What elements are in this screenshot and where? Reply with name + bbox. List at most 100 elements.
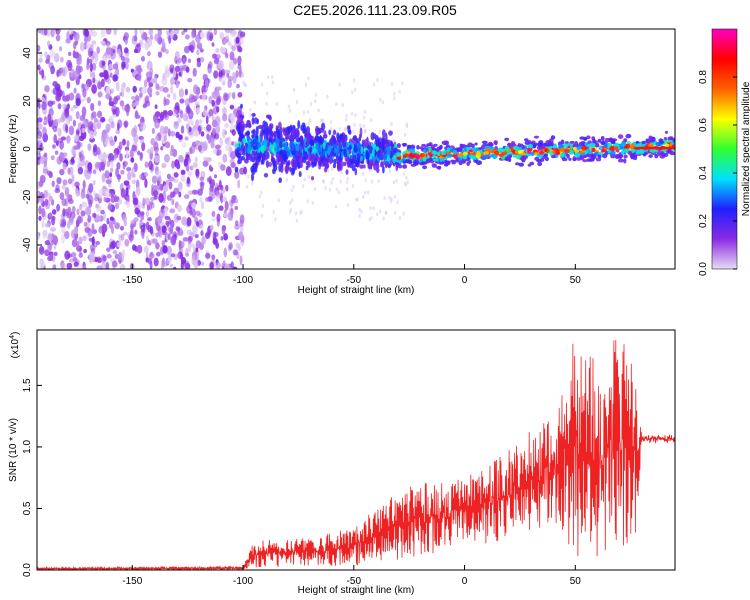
spectrogram-cell — [54, 150, 59, 155]
spectrogram-cell — [292, 87, 296, 92]
spectrogram-cell — [594, 143, 600, 148]
spectrogram-cell — [396, 200, 399, 205]
spectrogram-cell — [52, 80, 58, 87]
spectrogram-cell — [213, 231, 219, 238]
spectrogram-cell — [237, 64, 242, 70]
spectrogram-cell — [333, 137, 337, 145]
spectrogram-cell — [52, 29, 56, 36]
spectrogram-cell — [113, 29, 118, 36]
spectrogram-cell — [323, 129, 327, 136]
spectrogram-cell — [285, 177, 289, 182]
spectrogram-cell — [239, 255, 243, 266]
spectrogram-cell — [173, 213, 179, 223]
spectrogram-cell — [258, 153, 262, 163]
spectrogram-x-tick-label: 50 — [570, 275, 582, 286]
spectrogram-x-tick-label: 0 — [462, 275, 468, 286]
spectrogram-cell — [232, 92, 236, 100]
spectrogram-cell — [178, 88, 185, 98]
spectrogram-cell — [108, 152, 114, 163]
spectrogram-cell — [91, 84, 97, 94]
spectrogram-cell — [71, 205, 76, 213]
spectrogram-cell — [67, 167, 71, 175]
spectrogram-cell — [168, 176, 175, 182]
spectrogram-cell — [42, 126, 47, 137]
spectrogram-cell — [119, 100, 125, 107]
spectrogram-cell — [37, 29, 43, 34]
spectrogram-cell — [174, 102, 180, 111]
spectrogram-cell — [390, 158, 394, 166]
spectrogram-cell — [75, 111, 80, 120]
spectrogram-cell — [78, 151, 82, 158]
spectrogram-cell — [161, 162, 167, 169]
spectrogram-cell — [229, 104, 235, 110]
spectrogram-cell — [458, 153, 464, 157]
spectrogram-cell — [125, 149, 129, 159]
spectrogram-cell — [74, 187, 79, 197]
spectrogram-cell — [180, 174, 186, 183]
chart-title: C2E5.2026.111.23.09.R05 — [293, 2, 457, 18]
spectrogram-cell — [196, 106, 201, 114]
spectrogram-cell — [302, 110, 306, 115]
spectrogram-cell — [113, 96, 118, 105]
spectrogram-cell — [50, 100, 56, 105]
spectrogram-cell — [668, 148, 672, 154]
spectrogram-cell — [508, 144, 514, 149]
spectrogram-cell — [132, 197, 139, 206]
spectrogram-cell — [184, 88, 188, 96]
spectrogram-cell — [320, 122, 326, 131]
spectrogram-cell — [240, 103, 243, 109]
spectrogram-cell — [489, 154, 495, 158]
spectrogram-cell — [90, 102, 95, 112]
spectrogram-cell — [252, 145, 257, 151]
spectrogram-cell — [299, 210, 302, 215]
spectrogram-cell — [524, 140, 530, 145]
spectrogram-cell — [181, 30, 185, 36]
spectrogram-cell — [186, 216, 192, 227]
spectrogram-cell — [208, 96, 213, 104]
spectrogram-cell — [77, 166, 84, 175]
snr-x-tick-label: -100 — [233, 576, 253, 587]
spectrogram-cell — [568, 157, 572, 161]
spectrogram-cell — [129, 229, 134, 239]
spectrogram-cell — [377, 179, 380, 184]
spectrogram-cell — [236, 45, 242, 52]
spectrogram-cell — [78, 205, 83, 211]
spectrogram-cell — [404, 153, 409, 157]
spectrogram-cell — [139, 151, 143, 162]
snr-x-tick-label: -150 — [122, 576, 142, 587]
spectrogram-cell — [295, 144, 300, 151]
colorbar-tick-label: 0.6 — [698, 118, 709, 132]
spectrogram-cell — [126, 166, 132, 172]
spectrogram-cell — [276, 145, 280, 153]
spectrogram-cell — [260, 190, 263, 195]
spectrogram-y-tick-label: -40 — [22, 237, 33, 252]
spectrogram-cell — [196, 86, 201, 95]
spectrogram-cell — [359, 127, 363, 136]
spectrogram-cell — [100, 209, 105, 215]
spectrogram-cell — [544, 156, 549, 162]
spectrogram-cell — [353, 145, 358, 154]
spectrogram-cell — [181, 216, 188, 226]
spectrogram-cell — [295, 129, 300, 138]
spectrogram-cell — [137, 64, 142, 72]
spectrogram-cell — [220, 193, 224, 204]
spectrogram-cell — [106, 253, 112, 259]
spectrogram-cell — [245, 184, 249, 189]
spectrogram-cell — [144, 197, 151, 206]
spectrogram-cell — [100, 29, 106, 38]
spectrogram-cell — [81, 106, 87, 117]
spectrogram-cell — [108, 189, 113, 197]
snr-y-tick-label: 0.0 — [22, 563, 33, 577]
spectrogram-cell — [162, 41, 166, 51]
spectrogram-cell — [369, 206, 372, 210]
spectrogram-cell — [90, 43, 94, 53]
spectrogram-cell — [96, 265, 103, 269]
spectrogram-cell — [465, 146, 471, 151]
spectrogram-cell — [116, 81, 120, 92]
spectrogram-cell — [253, 117, 258, 124]
spectrogram-cell — [268, 137, 272, 143]
spectrogram-cell — [327, 145, 332, 153]
spectrogram-cell — [667, 139, 673, 143]
spectrogram-cell — [206, 124, 212, 132]
